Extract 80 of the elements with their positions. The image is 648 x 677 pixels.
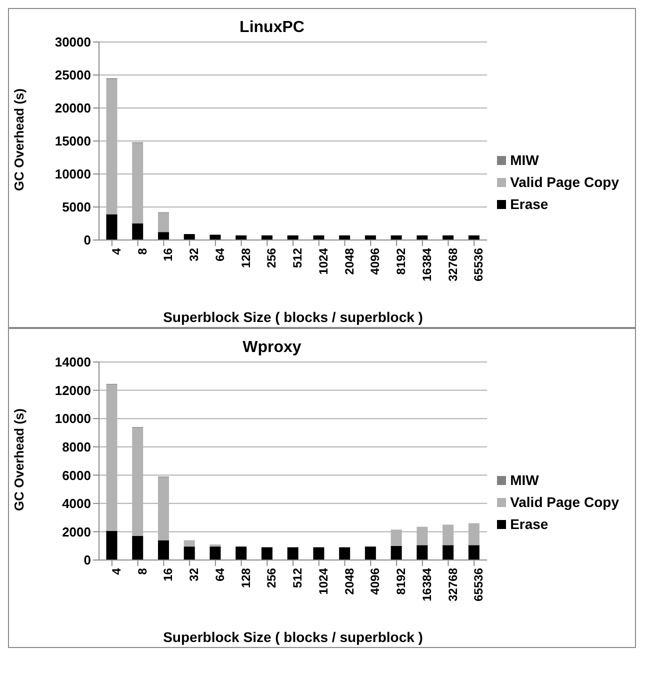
bar <box>364 546 376 560</box>
x-tick-label: 256 <box>264 248 279 268</box>
legend-label: Valid Page Copy <box>510 494 619 510</box>
bar <box>184 234 195 240</box>
bar <box>106 531 118 560</box>
x-tick-label: 4 <box>109 248 124 255</box>
x-tick-label: 65536 <box>472 568 486 602</box>
bar <box>158 232 169 240</box>
y-tick-label: 25000 <box>54 68 91 83</box>
x-tick-label: 2048 <box>342 568 356 595</box>
x-tick-label: 65536 <box>472 248 486 282</box>
chart-title: Wproxy <box>242 339 302 356</box>
bar <box>287 547 298 560</box>
y-axis-title: GC Overhead (s) <box>12 88 27 191</box>
x-axis-title: Superblock Size ( blocks / superblock ) <box>163 629 423 645</box>
bar <box>184 546 195 560</box>
x-tick-label: 4096 <box>368 248 382 275</box>
legend-label: MIW <box>510 472 539 488</box>
x-tick-label: 32 <box>187 248 202 262</box>
y-axis-title: GC Overhead (s) <box>12 408 27 511</box>
x-tick-label: 512 <box>290 568 305 588</box>
x-tick-label: 8 <box>135 568 150 575</box>
x-tick-label: 512 <box>290 248 305 268</box>
bar <box>236 546 247 560</box>
x-tick-label: 16 <box>161 248 176 262</box>
bar <box>416 545 428 560</box>
y-tick-label: 20000 <box>54 100 91 116</box>
bar <box>210 234 221 240</box>
x-tick-label: 2048 <box>342 248 356 275</box>
x-tick-label: 32768 <box>446 568 460 602</box>
bar <box>390 546 402 560</box>
x-tick-label: 64 <box>212 248 227 262</box>
x-tick-label: 256 <box>264 568 279 588</box>
y-tick-label: 10000 <box>54 411 91 426</box>
x-tick-label: 16384 <box>420 248 434 282</box>
bar <box>210 544 221 547</box>
x-tick-label: 32768 <box>446 248 460 282</box>
y-tick-label: 15000 <box>54 134 91 149</box>
bar <box>158 212 169 232</box>
x-tick-label: 8192 <box>394 568 408 595</box>
y-tick-label: 6000 <box>62 468 91 483</box>
bar <box>261 547 272 560</box>
bar <box>313 547 324 560</box>
bar <box>210 546 221 560</box>
y-tick-label: 10000 <box>54 166 91 182</box>
bar <box>442 545 454 560</box>
y-tick-label: 0 <box>84 552 91 568</box>
x-tick-label: 1024 <box>316 248 330 275</box>
x-tick-label: 1024 <box>316 568 330 595</box>
x-tick-label: 8 <box>135 248 150 255</box>
x-tick-label: 128 <box>238 568 253 588</box>
y-tick-label: 5000 <box>62 200 91 215</box>
y-tick-label: 8000 <box>62 439 91 454</box>
x-tick-label: 16 <box>161 568 176 582</box>
y-tick-label: 4000 <box>62 496 91 512</box>
bar <box>106 214 118 240</box>
x-tick-label: 4096 <box>368 568 382 595</box>
x-tick-label: 8192 <box>394 248 408 275</box>
bar <box>339 547 350 560</box>
y-tick-label: 14000 <box>54 354 91 370</box>
y-tick-label: 0 <box>84 232 91 248</box>
x-tick-label: 32 <box>187 568 202 582</box>
bar <box>468 545 480 560</box>
bar <box>184 540 195 547</box>
legend-label: Valid Page Copy <box>510 174 619 190</box>
x-tick-label: 16384 <box>420 568 434 602</box>
x-tick-label: 64 <box>212 568 227 582</box>
x-tick-label: 4 <box>109 568 124 575</box>
x-axis-title: Superblock Size ( blocks / superblock ) <box>163 309 423 325</box>
legend-label: Erase <box>510 196 548 212</box>
y-tick-label: 30000 <box>54 34 91 50</box>
x-tick-label: 128 <box>238 248 253 268</box>
bar <box>132 224 144 240</box>
legend-label: MIW <box>510 152 539 168</box>
chart-title: LinuxPC <box>240 19 304 36</box>
bar <box>132 536 144 560</box>
y-tick-label: 12000 <box>54 382 91 398</box>
legend-label: Erase <box>510 516 548 532</box>
bar <box>158 540 169 560</box>
y-tick-label: 2000 <box>62 524 91 540</box>
